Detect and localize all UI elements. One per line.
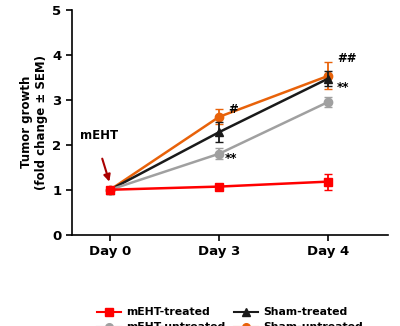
Legend: mEHT-treated, mEHT-untreated, Sham-treated, Sham-untreated: mEHT-treated, mEHT-untreated, Sham-treat… [92,303,368,326]
Text: mEHT: mEHT [80,129,118,142]
Text: ##: ## [337,52,356,65]
Text: #: # [228,102,238,115]
Text: **: ** [224,152,237,165]
Y-axis label: Tumor growth
(fold change ± SEM): Tumor growth (fold change ± SEM) [20,55,48,190]
Text: **: ** [337,82,349,94]
